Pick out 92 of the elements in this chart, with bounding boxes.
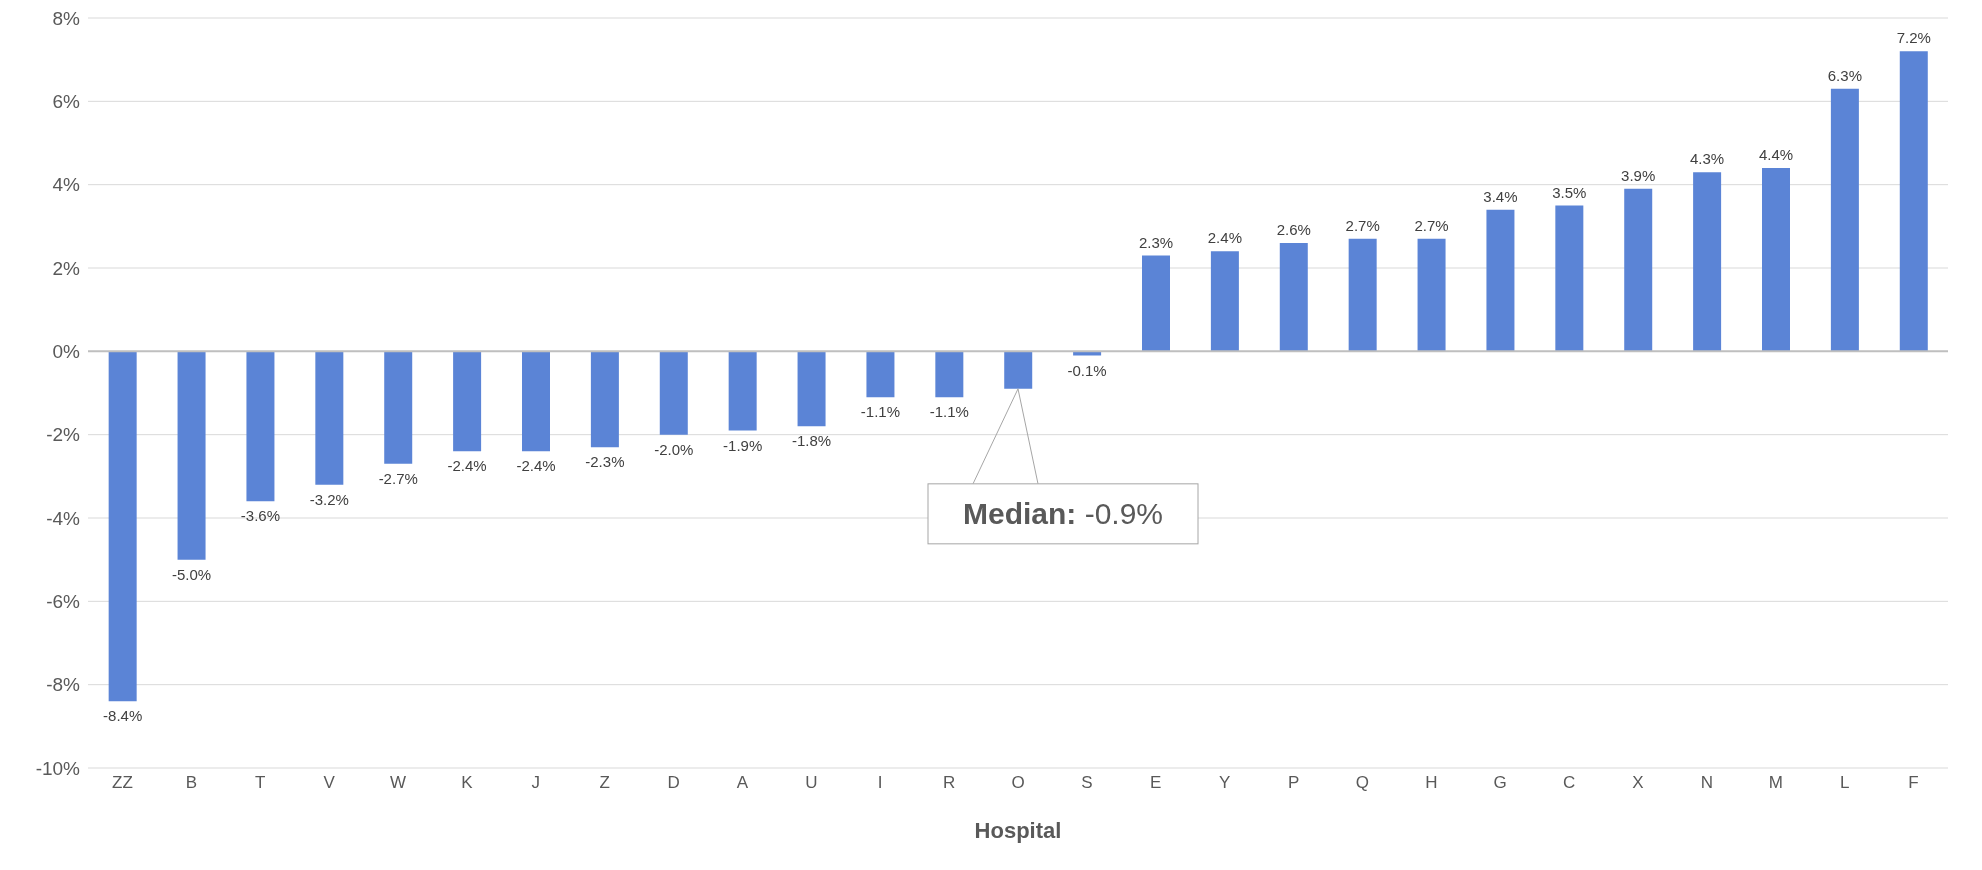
data-label: 2.4% [1207,229,1242,247]
x-tick-label: ZZ [112,773,133,793]
bar [1624,188,1653,352]
bar [1555,205,1584,352]
x-tick-label: Z [599,773,610,793]
annotation: Median: -0.9% [962,496,1164,530]
data-label: -1.1% [929,403,969,421]
bar [384,351,413,464]
x-tick-label: U [805,773,818,793]
x-tick-label: R [942,773,956,793]
data-label: 3.5% [1552,183,1587,201]
data-label: -3.6% [240,507,281,525]
data-label: 6.3% [1827,66,1862,84]
bar [1142,255,1170,352]
data-label: -0.1% [1067,361,1107,379]
bar [1830,88,1859,352]
bar [522,351,550,452]
x-tick-label: K [461,773,474,793]
x-tick-label: X [1632,773,1644,793]
bar [108,351,137,702]
x-tick-label: H [1425,773,1438,793]
data-label: -1.1% [860,403,901,421]
data-label: 2.7% [1345,216,1380,234]
bar [177,351,206,560]
data-label: -1.8% [791,432,832,450]
x-tick-label: O [1011,773,1025,793]
data-label: 7.2% [1896,29,1931,47]
bar [453,351,482,452]
bar [590,351,619,448]
bar [728,351,757,431]
data-label: -3.2% [309,490,349,508]
bar [246,351,275,502]
data-label: -2.3% [585,453,625,471]
x-tick-label: I [877,773,883,793]
bar [1417,238,1446,352]
y-tick-label: -10% [35,757,81,779]
data-label: -8.4% [103,707,143,725]
x-tick-label: B [185,773,198,793]
data-label: 2.7% [1414,216,1449,234]
y-tick-label: 6% [52,91,81,113]
data-label: -2.4% [516,457,556,475]
y-tick-label: -4% [46,507,81,529]
x-tick-label: S [1081,773,1093,793]
data-label: 3.9% [1621,166,1656,184]
bar [797,351,826,427]
data-label: -2.0% [654,440,694,458]
x-tick-label: P [1287,773,1300,793]
y-tick-label: -6% [46,591,81,613]
data-label: -2.7% [378,469,418,487]
x-tick-label: F [1908,773,1919,793]
y-tick-label: 8% [52,7,81,29]
x-tick-label: V [323,773,336,793]
bar [1693,172,1722,352]
y-tick-label: -2% [46,424,81,446]
x-tick-label: T [255,773,266,793]
bar [1279,243,1308,352]
x-tick-label: C [1562,773,1576,793]
data-label: 4.3% [1690,150,1725,168]
bar [1004,351,1033,389]
data-label: 3.4% [1483,187,1518,205]
bar [1073,351,1102,356]
data-label: 2.6% [1276,221,1311,238]
bar [866,351,895,398]
data-label: 2.3% [1138,233,1174,251]
bar [935,351,964,398]
data-label: 4.4% [1758,146,1794,163]
x-tick-label: J [531,773,541,793]
bar [659,351,688,435]
bar [1899,51,1928,352]
y-tick-label: 2% [52,257,81,279]
y-tick-label: 4% [52,174,81,196]
x-tick-label: Q [1355,773,1370,793]
y-tick-label: 0% [52,341,81,363]
y-tick-label: -8% [46,674,81,696]
x-tick-label: N [1700,773,1714,793]
x-axis-title: Hospital [974,818,1062,843]
bar [315,351,344,485]
bar [1210,251,1239,352]
x-tick-label: E [1150,773,1162,793]
x-tick-label: G [1493,773,1507,793]
x-tick-label: Y [1218,773,1231,793]
x-tick-label: D [667,773,680,793]
data-label: -5.0% [171,565,212,583]
data-label: -2.4% [447,457,487,475]
bar [1762,168,1790,352]
x-tick-label: M [1768,773,1783,793]
x-tick-label: A [736,773,749,793]
bar [1486,209,1515,352]
data-label: -1.9% [723,436,763,454]
x-tick-label: W [389,773,407,793]
bar [1348,238,1377,352]
x-tick-label: L [1839,773,1850,793]
